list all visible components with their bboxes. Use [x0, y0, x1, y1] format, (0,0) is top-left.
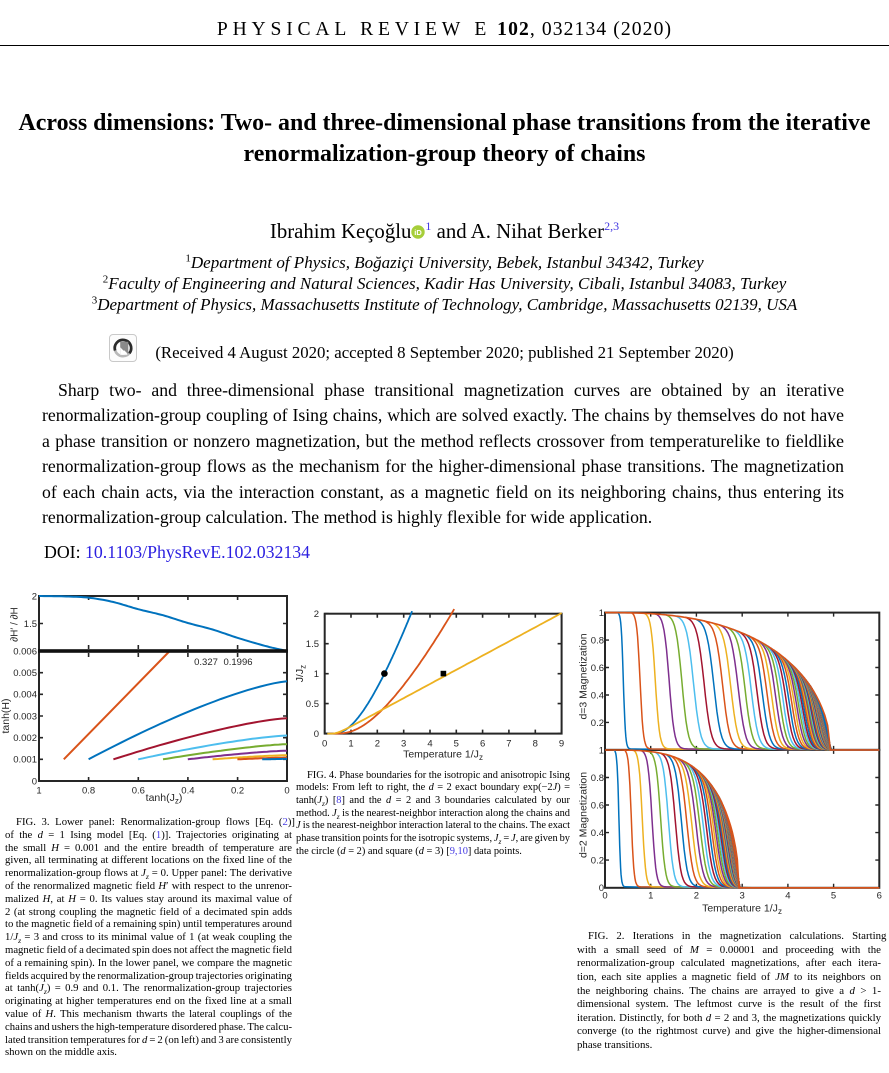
- svg-text:1: 1: [314, 669, 319, 680]
- svg-text:1: 1: [648, 890, 653, 901]
- svg-text:d=3 Magnetization: d=3 Magnetization: [578, 633, 590, 719]
- svg-text:J/Jz: J/Jz: [296, 665, 308, 682]
- svg-text:0: 0: [602, 890, 607, 901]
- svg-text:0.5: 0.5: [306, 699, 319, 710]
- svg-text:0.8: 0.8: [82, 786, 95, 797]
- svg-text:0.4: 0.4: [591, 690, 604, 701]
- svg-text:6: 6: [480, 739, 485, 750]
- svg-text:4: 4: [785, 890, 790, 901]
- svg-text:0.005: 0.005: [13, 668, 37, 679]
- svg-text:2: 2: [32, 591, 37, 602]
- svg-text:3: 3: [401, 739, 406, 750]
- svg-text:0.4: 0.4: [181, 786, 194, 797]
- svg-text:0.6: 0.6: [591, 800, 604, 811]
- svg-text:1: 1: [599, 745, 604, 756]
- svg-text:0.004: 0.004: [13, 690, 37, 701]
- svg-text:1.5: 1.5: [24, 619, 37, 630]
- svg-text:0: 0: [322, 739, 327, 750]
- svg-text:tanh(H): tanh(H): [0, 698, 12, 733]
- svg-text:d=2 Magnetization: d=2 Magnetization: [578, 772, 590, 858]
- svg-text:0.4: 0.4: [591, 828, 604, 839]
- svg-text:0.006: 0.006: [13, 646, 37, 657]
- svg-text:1: 1: [36, 786, 41, 797]
- svg-text:0.327: 0.327: [194, 657, 218, 668]
- svg-text:0.6: 0.6: [132, 786, 145, 797]
- svg-text:5: 5: [454, 739, 459, 750]
- svg-text:8: 8: [533, 739, 538, 750]
- svg-text:1.5: 1.5: [306, 639, 319, 650]
- svg-text:5: 5: [831, 890, 836, 901]
- svg-text:7: 7: [506, 739, 511, 750]
- svg-text:0.8: 0.8: [591, 773, 604, 784]
- svg-text:0.1996: 0.1996: [223, 657, 252, 668]
- svg-text:tanh(Jz): tanh(Jz): [146, 792, 183, 806]
- svg-text:0: 0: [314, 729, 319, 740]
- svg-text:0.8: 0.8: [591, 635, 604, 646]
- svg-text:0: 0: [32, 776, 37, 787]
- svg-text:1: 1: [599, 608, 604, 619]
- svg-text:iD: iD: [415, 228, 423, 237]
- svg-text:0.2: 0.2: [591, 718, 604, 729]
- svg-text:0.2: 0.2: [231, 786, 244, 797]
- svg-text:Temperature 1/Jz: Temperature 1/Jz: [702, 903, 782, 917]
- svg-text:2: 2: [375, 739, 380, 750]
- svg-text:4: 4: [427, 739, 432, 750]
- svg-text:3: 3: [740, 890, 745, 901]
- svg-text:∂H′ / ∂H: ∂H′ / ∂H: [10, 607, 21, 642]
- svg-text:0: 0: [284, 786, 289, 797]
- svg-text:6: 6: [877, 890, 882, 901]
- svg-text:0.2: 0.2: [591, 856, 604, 867]
- svg-text:2: 2: [314, 609, 319, 620]
- svg-text:0.001: 0.001: [13, 755, 37, 766]
- svg-text:2: 2: [694, 890, 699, 901]
- svg-text:0: 0: [599, 883, 604, 894]
- svg-text:1: 1: [348, 739, 353, 750]
- svg-text:Temperature 1/Jz: Temperature 1/Jz: [403, 749, 483, 763]
- svg-text:0.002: 0.002: [13, 733, 37, 744]
- svg-text:9: 9: [559, 739, 564, 750]
- svg-text:0.6: 0.6: [591, 663, 604, 674]
- svg-text:0.003: 0.003: [13, 711, 37, 722]
